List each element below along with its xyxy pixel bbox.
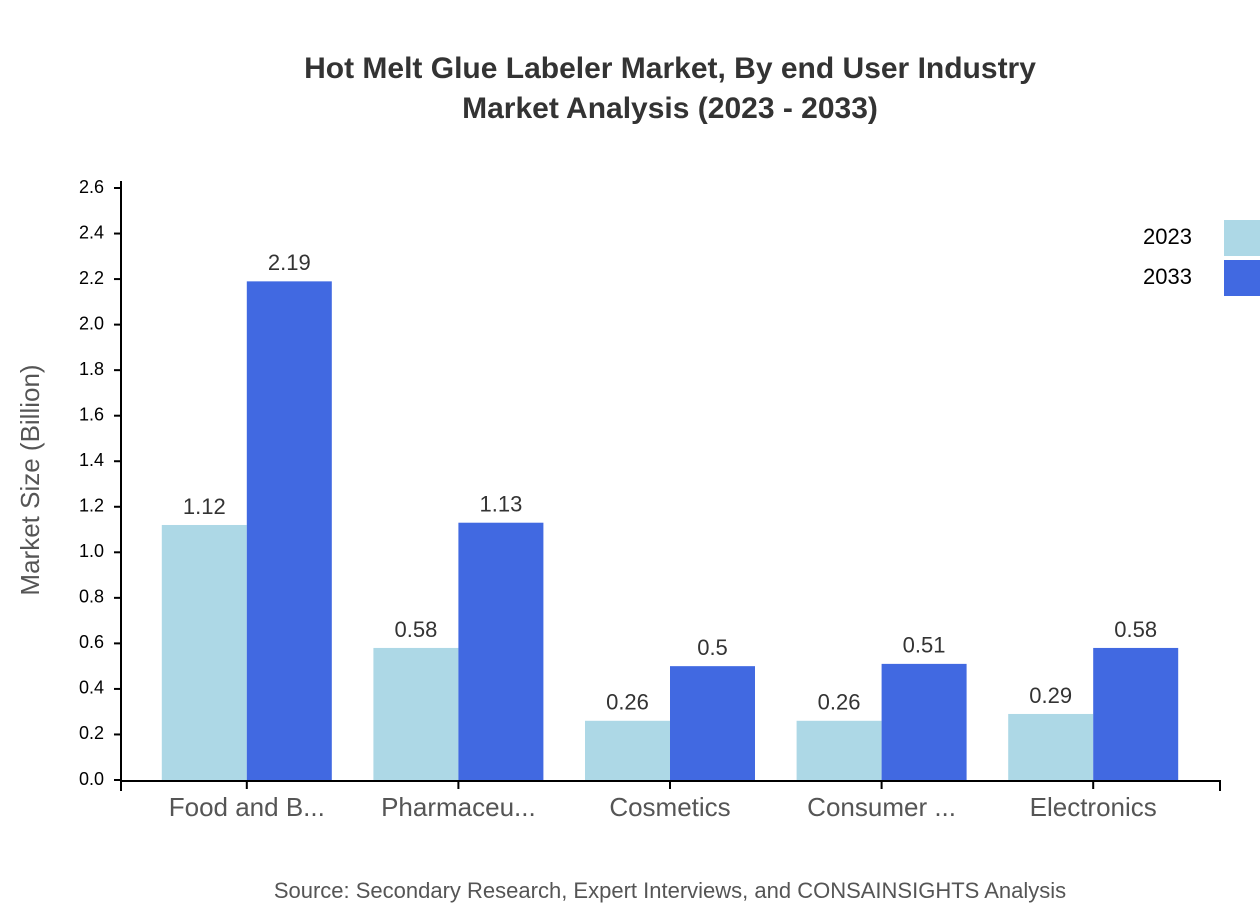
y-tick-label: 2.6: [79, 177, 104, 197]
chart-subtitle: Market Analysis (2023 - 2033): [462, 92, 878, 125]
value-label: 0.5: [697, 635, 728, 660]
legend-swatch: [1224, 260, 1260, 296]
value-label: 1.12: [183, 494, 226, 519]
value-label: 1.13: [479, 492, 522, 517]
bar: [585, 720, 670, 780]
y-tick-label: 2.0: [79, 313, 104, 333]
value-label: 0.26: [818, 690, 861, 715]
chart-title: Hot Melt Glue Labeler Market, By end Use…: [304, 52, 1036, 85]
x-tick-label: Electronics: [1030, 792, 1157, 822]
y-tick-label: 1.2: [79, 496, 104, 516]
y-tick-label: 1.6: [79, 404, 104, 424]
y-tick-label: 0.2: [79, 723, 104, 743]
value-label: 2.19: [268, 250, 311, 275]
value-label: 0.29: [1029, 683, 1072, 708]
y-tick-label: 2.4: [79, 222, 104, 242]
x-tick-label: Cosmetics: [609, 792, 730, 822]
y-tick-label: 0.8: [79, 587, 104, 607]
legend-label: 2033: [1143, 264, 1192, 289]
bar: [373, 647, 459, 780]
legend-swatch: [1224, 220, 1260, 256]
y-tick-label: 0.0: [79, 769, 104, 789]
x-tick-label: Food and B...: [169, 792, 325, 822]
bar: [161, 524, 247, 780]
y-tick-label: 1.4: [79, 450, 104, 470]
x-tick-label: Consumer ...: [807, 792, 956, 822]
bar: [246, 281, 332, 780]
bar: [1093, 647, 1179, 780]
y-tick-label: 0.6: [79, 632, 104, 652]
value-label: 0.51: [903, 633, 946, 658]
bar: [458, 522, 544, 780]
y-tick-label: 1.0: [79, 541, 104, 561]
bar: [796, 720, 882, 780]
legend-label: 2023: [1143, 224, 1192, 249]
value-label: 0.26: [606, 690, 649, 715]
y-axis-label: Market Size (Billion): [15, 364, 45, 595]
bar: [670, 666, 755, 780]
x-tick-label: Pharmaceu...: [381, 792, 536, 822]
y-tick-label: 1.8: [79, 359, 104, 379]
y-tick-label: 0.4: [79, 678, 104, 698]
source-note: Source: Secondary Research, Expert Inter…: [274, 878, 1066, 903]
y-tick-label: 2.2: [79, 268, 104, 288]
bar: [1008, 713, 1094, 780]
bar: [881, 663, 967, 780]
value-label: 0.58: [394, 617, 437, 642]
value-label: 0.58: [1114, 617, 1157, 642]
